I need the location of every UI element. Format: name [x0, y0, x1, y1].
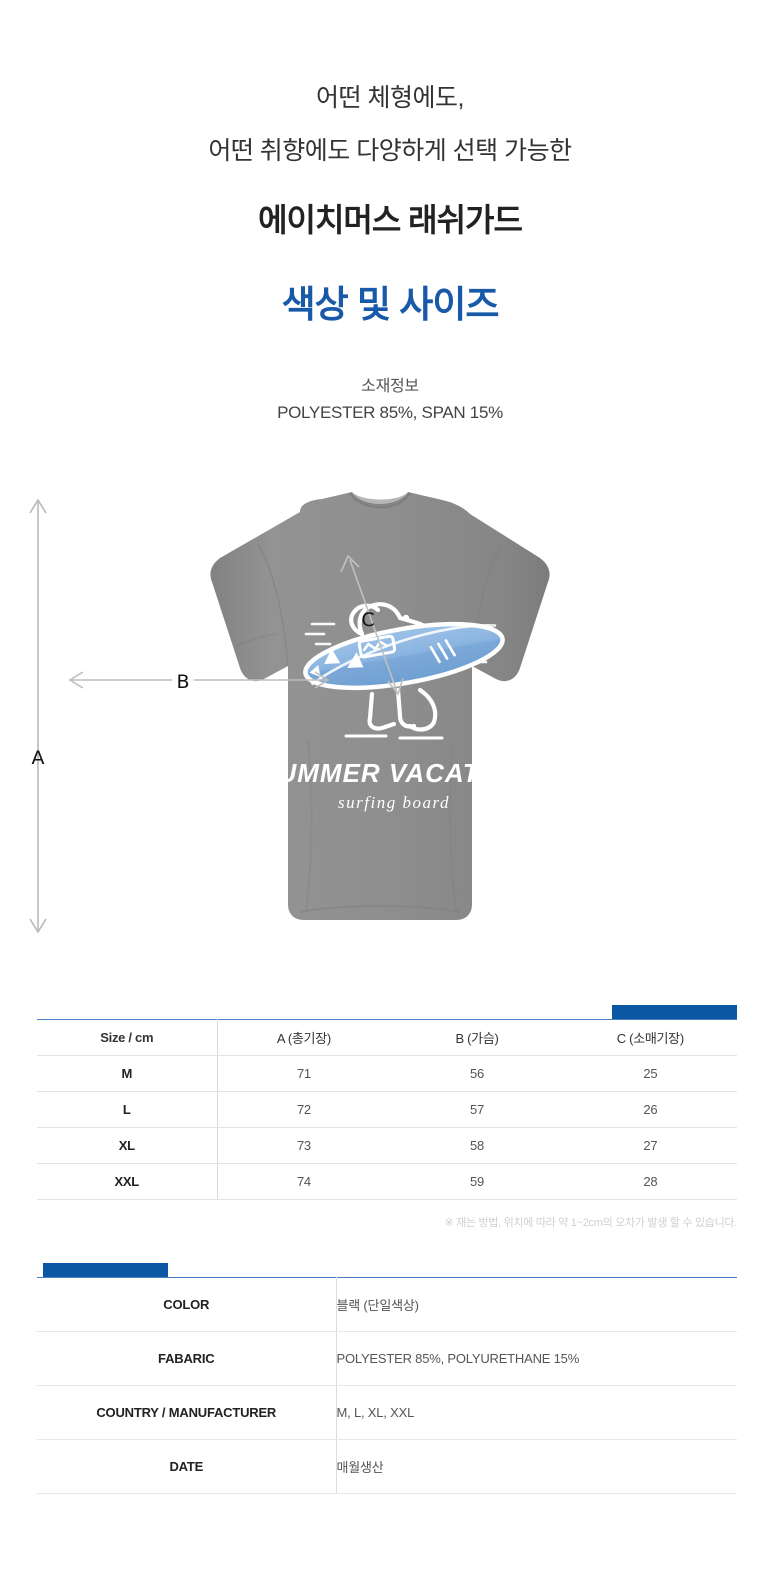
- subtitle-line-2: 어떤 취향에도 다양하게 선택 가능한: [208, 137, 572, 165]
- measure-label-a: A: [32, 747, 45, 769]
- size-cell-b: 58: [390, 1127, 564, 1164]
- size-measurement-note: ※ 재는 방법, 위치에 따라 약 1~2cm의 오차가 발생 할 수 있습니다…: [444, 1217, 737, 1229]
- table-row: COLOR 블랙 (단일색상): [37, 1277, 737, 1332]
- tshirt-illustration: SUMMER VACATION surfing board A B C: [0, 480, 780, 960]
- measure-arrow-b: [68, 671, 330, 689]
- info-table-section: COLOR 블랙 (단일색상) FABARIC POLYESTER 85%, P…: [37, 1263, 737, 1494]
- print-subtitle-text: surfing board: [338, 793, 450, 812]
- size-cell-c: 26: [563, 1091, 737, 1128]
- table-row: DATE 매월생산: [37, 1439, 737, 1494]
- page-header: 어떤 체형에도, 어떤 취향에도 다양하게 선택 가능한 에이치머스 래쉬가드 …: [0, 0, 780, 426]
- info-value-color: 블랙 (단일색상): [336, 1277, 737, 1332]
- size-cell-b: 57: [390, 1091, 564, 1128]
- measure-label-c: C: [361, 609, 374, 631]
- measure-arrow-c: [340, 554, 404, 696]
- accent-bar-size-table: [612, 1005, 737, 1019]
- subtitle-line-1: 어떤 체형에도,: [316, 84, 464, 112]
- measure-arrow-a: [29, 498, 47, 934]
- size-table-header-c: C (소매기장): [563, 1019, 737, 1056]
- info-value-country-manufacturer: M, L, XL, XXL: [336, 1385, 737, 1440]
- size-table-header-a: A (총기장): [217, 1019, 391, 1056]
- size-cell-size: XXL: [37, 1163, 218, 1200]
- size-cell-a: 73: [217, 1127, 391, 1164]
- info-key-country-manufacturer: COUNTRY / MANUFACTURER: [37, 1385, 337, 1440]
- size-table-header-row: Size / cm A (총기장) B (가슴) C (소매기장): [37, 1019, 737, 1056]
- size-cell-b: 56: [390, 1055, 564, 1092]
- material-value: POLYESTER 85%, SPAN 15%: [277, 403, 503, 422]
- tshirt-shape: [210, 492, 550, 920]
- size-table-header-b: B (가슴): [390, 1019, 564, 1056]
- size-cell-a: 71: [217, 1055, 391, 1092]
- info-key-date: DATE: [37, 1439, 337, 1494]
- table-row: M 71 56 25: [37, 1055, 737, 1092]
- size-cell-size: M: [37, 1055, 218, 1092]
- product-title: 에이치머스 래쉬가드: [258, 202, 523, 238]
- info-key-color: COLOR: [37, 1277, 337, 1332]
- table-row: XL 73 58 27: [37, 1127, 737, 1164]
- info-table: COLOR 블랙 (단일색상) FABARIC POLYESTER 85%, P…: [37, 1277, 737, 1494]
- svg-text:B: B: [176, 671, 189, 693]
- size-table-header-size: Size / cm: [37, 1019, 218, 1056]
- info-key-fabaric: FABARIC: [37, 1331, 337, 1386]
- table-row: FABARIC POLYESTER 85%, POLYURETHANE 15%: [37, 1331, 737, 1386]
- material-info: 소재정보 POLYESTER 85%, SPAN 15%: [0, 374, 780, 426]
- material-label: 소재정보: [361, 378, 419, 395]
- accent-bar-info-table: [43, 1263, 168, 1277]
- info-value-fabaric: POLYESTER 85%, POLYURETHANE 15%: [336, 1331, 737, 1386]
- print-title-text: SUMMER VACATION: [259, 758, 529, 788]
- size-cell-c: 25: [563, 1055, 737, 1092]
- size-table: Size / cm A (총기장) B (가슴) C (소매기장) M 71 5…: [37, 1019, 737, 1200]
- info-value-date: 매월생산: [336, 1439, 737, 1494]
- measure-label-b: B: [172, 666, 194, 694]
- size-cell-size: L: [37, 1091, 218, 1128]
- print-graphic: SUMMER VACATION surfing board: [259, 602, 529, 812]
- size-cell-c: 28: [563, 1163, 737, 1200]
- table-row: COUNTRY / MANUFACTURER M, L, XL, XXL: [37, 1385, 737, 1440]
- size-cell-b: 59: [390, 1163, 564, 1200]
- size-cell-size: XL: [37, 1127, 218, 1164]
- table-row: XXL 74 59 28: [37, 1163, 737, 1200]
- section-heading-color-size: 색상 및 사이즈: [281, 284, 500, 325]
- table-row: L 72 57 26: [37, 1091, 737, 1128]
- size-cell-a: 74: [217, 1163, 391, 1200]
- size-table-section: Size / cm A (총기장) B (가슴) C (소매기장) M 71 5…: [37, 1005, 737, 1230]
- size-cell-a: 72: [217, 1091, 391, 1128]
- size-cell-c: 27: [563, 1127, 737, 1164]
